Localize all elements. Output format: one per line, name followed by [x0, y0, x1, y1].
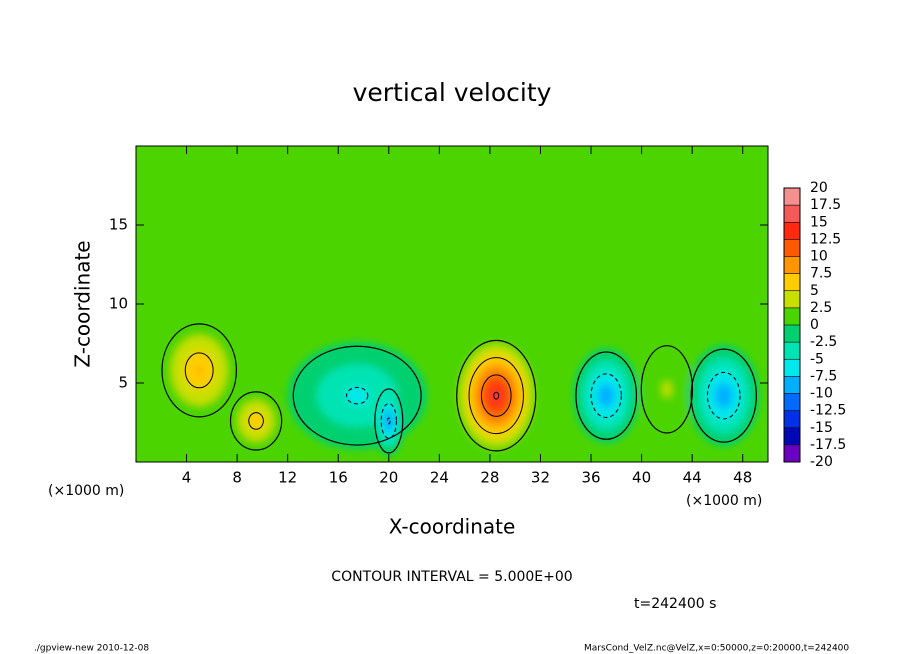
colorbar-band	[784, 188, 800, 206]
colorbar-label: -2.5	[810, 334, 837, 350]
x-tick-label: 36	[581, 469, 600, 487]
x-tick-label: 24	[430, 469, 449, 487]
colorbar-label: -15	[810, 420, 833, 436]
x-tick-label: 8	[232, 469, 242, 487]
field-cell	[597, 383, 615, 408]
colorbar-band	[784, 273, 800, 291]
x-tick-label: 44	[683, 469, 702, 487]
x-tick-label: 4	[182, 469, 192, 487]
x-tick-label: 16	[329, 469, 348, 487]
colorbar-label: 17.5	[810, 197, 841, 213]
contour-line	[387, 417, 391, 425]
footer-left: ./gpview-new 2010-12-08	[34, 644, 149, 654]
contour-line	[456, 339, 537, 452]
colorbar-band	[784, 256, 800, 274]
plot-area	[136, 146, 768, 462]
contour-line	[640, 345, 694, 434]
colorbar-band	[784, 239, 800, 257]
colorbar-band	[784, 325, 800, 343]
x-tick-label: 32	[531, 469, 550, 487]
contour-interval: CONTOUR INTERVAL = 5.000E+00	[331, 569, 572, 585]
contour-line	[468, 357, 524, 435]
x-axis-label: X-coordinate	[389, 515, 516, 539]
x-tick-label: 48	[733, 469, 752, 487]
field-cell	[248, 411, 265, 430]
contour-line	[229, 391, 283, 451]
x-tick-label: 40	[632, 469, 651, 487]
colorbar-label: 2.5	[810, 300, 832, 316]
y-tick-label: 15	[109, 216, 128, 234]
colorbar-band	[784, 359, 800, 377]
chart-title: vertical velocity	[353, 78, 552, 107]
field-fill	[158, 319, 760, 456]
field-cell	[345, 386, 369, 405]
colorbar-label: 20	[810, 180, 828, 196]
contour-line	[480, 374, 512, 417]
colorbar-label: 15	[810, 214, 828, 230]
axes: 4 8 12 16 20 24 28 32 36 40 44 48510152017.51512.51…	[109, 145, 846, 487]
y-tick-label: 5	[118, 374, 128, 392]
field-cell	[196, 367, 202, 374]
field-cell	[714, 383, 733, 409]
field-cell	[493, 391, 499, 400]
colorbar-band	[784, 290, 800, 308]
x-unit-label: (×1000 m)	[48, 483, 124, 499]
contour-line	[248, 412, 264, 430]
colorbar-band	[784, 376, 800, 394]
colorbar-band	[784, 444, 800, 462]
contour-line	[575, 351, 638, 440]
colorbar-label: 12.5	[810, 231, 841, 247]
colorbar-label: -10	[810, 386, 833, 402]
contour-line	[161, 323, 238, 418]
colorbar-label: 7.5	[810, 266, 832, 282]
x-unit-label: (×1000 m)	[686, 493, 762, 509]
colorbar-band	[784, 205, 800, 223]
colorbar-label: -5	[810, 351, 824, 367]
y-tick-label: 10	[109, 295, 128, 313]
colorbar-label: 0	[810, 317, 819, 333]
colorbar-label: -12.5	[810, 403, 846, 419]
contour-line	[184, 352, 214, 389]
contour-line	[346, 386, 369, 405]
colorbar-band	[784, 342, 800, 360]
colorbar-band	[784, 222, 800, 240]
x-tick-label: 12	[278, 469, 297, 487]
colorbar-label: -17.5	[810, 437, 846, 453]
colorbar-band	[784, 427, 800, 445]
contour-line	[292, 345, 422, 446]
contour-line	[590, 373, 622, 418]
colorbar-label: 10	[810, 249, 828, 265]
contour-line	[706, 371, 741, 420]
x-tick-label: 20	[379, 469, 398, 487]
colorbar-label: 5	[810, 283, 819, 299]
colorbar-band	[784, 307, 800, 325]
y-axis-label: Z-coordinate	[71, 240, 95, 367]
contour-line	[380, 402, 397, 439]
contour-line	[493, 391, 500, 400]
contour-line	[690, 348, 757, 443]
x-tick-label: 28	[480, 469, 499, 487]
footer-right: MarsCond_VelZ.nc@VelZ,x=0:50000,z=0:2000…	[584, 644, 849, 654]
colorbar-label: -7.5	[810, 368, 837, 384]
colorbar-label: -20	[810, 454, 833, 470]
colorbar-band	[784, 410, 800, 428]
time-label: t=242400 s	[634, 596, 716, 612]
contour-line	[374, 388, 404, 454]
colorbar-band	[784, 393, 800, 411]
field-cell	[662, 381, 672, 398]
